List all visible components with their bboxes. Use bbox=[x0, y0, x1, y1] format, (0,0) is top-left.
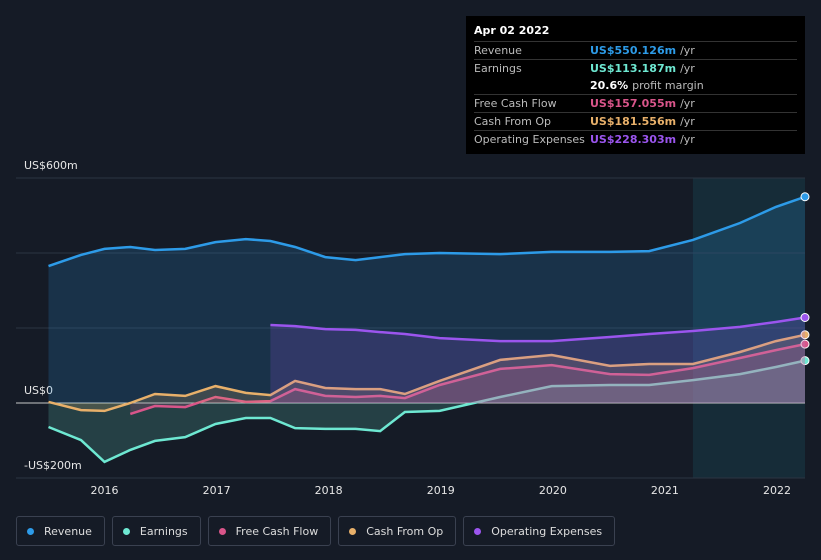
x-tick-label: 2019 bbox=[427, 484, 455, 497]
tooltip-label: Operating Expenses bbox=[474, 133, 585, 146]
tooltip-label: Cash From Op bbox=[474, 115, 552, 128]
end-point bbox=[800, 356, 810, 366]
legend-swatch bbox=[474, 527, 482, 535]
tooltip-unit: /yr bbox=[680, 115, 695, 128]
tooltip-unit: /yr bbox=[680, 62, 695, 75]
legend-label: Earnings bbox=[139, 524, 188, 538]
tooltip-date: Apr 02 2022 bbox=[474, 24, 550, 37]
x-tick-label: 2022 bbox=[763, 484, 791, 497]
tooltip-row: Free Cash Flow US$157.055m/yr bbox=[474, 94, 797, 112]
end-point bbox=[800, 313, 810, 322]
x-tick-label: 2016 bbox=[91, 484, 119, 497]
legend-item[interactable]: Free Cash Flow bbox=[207, 516, 332, 546]
tooltip-value: US$228.303m bbox=[590, 133, 677, 146]
area bbox=[48, 196, 805, 403]
area bbox=[270, 317, 805, 403]
end-point bbox=[800, 330, 810, 340]
tooltip-unit: profit margin bbox=[632, 79, 704, 92]
tooltip-value: 20.6% bbox=[590, 79, 629, 92]
line bbox=[48, 359, 806, 464]
legend-label: Cash From Op bbox=[366, 524, 444, 538]
tooltip-value: US$181.556m bbox=[590, 115, 677, 128]
y-tick-label: -US$200m bbox=[24, 459, 82, 472]
legend-label: Free Cash Flow bbox=[235, 524, 319, 538]
x-tick-label: 2017 bbox=[203, 484, 231, 497]
tooltip-label: Earnings bbox=[474, 62, 522, 75]
y-tick-label: US$600m bbox=[24, 159, 78, 172]
legend-item[interactable]: Revenue bbox=[16, 516, 105, 546]
legend-label: Operating Expenses bbox=[491, 524, 603, 538]
tooltip-row: Revenue US$550.126m/yr bbox=[474, 41, 797, 59]
tooltip-unit: /yr bbox=[680, 133, 695, 146]
end-point bbox=[800, 339, 810, 349]
area bbox=[130, 344, 806, 414]
x-tick-label: 2018 bbox=[315, 484, 343, 497]
legend: Revenue Earnings Free Cash Flow Cash From O… bbox=[16, 516, 616, 546]
line bbox=[48, 195, 806, 268]
y-tick-label: US$0 bbox=[24, 384, 53, 397]
legend-swatch bbox=[349, 527, 357, 535]
line bbox=[270, 316, 806, 343]
tooltip-value: US$113.187m bbox=[590, 62, 677, 75]
end-point bbox=[800, 192, 810, 202]
tooltip-row: Earnings US$113.187m/yr bbox=[474, 59, 797, 77]
legend-item[interactable]: Earnings bbox=[111, 516, 201, 546]
line bbox=[48, 333, 806, 413]
x-tick-label: 2021 bbox=[651, 484, 679, 497]
tooltip-row: 20.6% profit margin bbox=[474, 77, 797, 94]
tooltip-row: Operating Expenses US$228.303m/yr bbox=[474, 130, 797, 148]
tooltip-value: US$550.126m bbox=[590, 44, 677, 57]
legend-item[interactable]: Cash From Op bbox=[338, 516, 457, 546]
tooltip-label: Revenue bbox=[474, 44, 522, 57]
tooltip-unit: /yr bbox=[680, 44, 695, 57]
line bbox=[129, 342, 806, 416]
tooltip: Apr 02 2022 Revenue US$550.126m/yr Earnings… bbox=[466, 16, 805, 154]
tooltip-unit: /yr bbox=[680, 97, 695, 110]
legend-item[interactable]: Operating Expenses bbox=[463, 516, 616, 546]
x-tick-label: 2020 bbox=[539, 484, 567, 497]
legend-swatch bbox=[122, 527, 130, 535]
tooltip-row: Cash From Op US$181.556m/yr bbox=[474, 112, 797, 130]
legend-swatch bbox=[218, 527, 226, 535]
tooltip-label: Free Cash Flow bbox=[474, 97, 557, 110]
legend-swatch bbox=[27, 527, 34, 535]
legend-label: Revenue bbox=[44, 524, 92, 538]
tooltip-value: US$157.055m bbox=[590, 97, 677, 110]
